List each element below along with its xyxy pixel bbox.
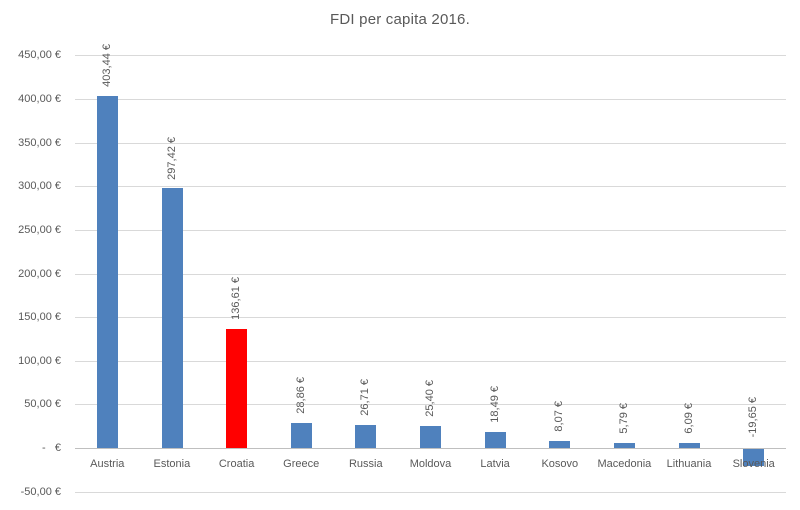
category-label-moldova: Moldova (409, 458, 452, 470)
bar-slovenia (743, 449, 765, 467)
gridline (75, 186, 786, 188)
data-label-greece: 28,86 € (294, 377, 307, 414)
y-axis-tick-label: 50,00 € (24, 398, 61, 411)
bar-macedonia (613, 442, 635, 448)
category-label-lithuania: Lithuania (666, 458, 712, 470)
gridline (75, 229, 786, 231)
bar-croatia (226, 328, 248, 448)
category-label-russia: Russia (348, 458, 383, 470)
bar-latvia (484, 431, 506, 448)
data-label-latvia: 18,49 € (488, 386, 501, 423)
bar-austria (96, 95, 118, 448)
data-label-moldova: 25,40 € (424, 380, 436, 417)
category-label-greece: Greece (283, 458, 320, 470)
bar-kosovo (549, 441, 571, 448)
category-label-croatia: Croatia (218, 458, 255, 470)
y-axis-tick-label: -50,00 € (20, 485, 61, 498)
y-axis-tick-label: 400,00 € (18, 92, 61, 105)
y-axis-tick-label: 200,00 € (18, 267, 61, 280)
gridline (75, 142, 786, 144)
y-axis-tick-label: 350,00 € (18, 136, 61, 149)
bar-russia (355, 424, 377, 448)
bar-estonia (161, 188, 183, 448)
data-label-lithuania: 6,09 € (682, 403, 695, 434)
category-label-estonia: Estonia (153, 458, 191, 470)
bar-moldova (420, 425, 441, 448)
data-label-austria: 403,44 € (100, 44, 113, 87)
y-axis-tick-label: 100,00 € (18, 354, 61, 367)
gridline (75, 317, 786, 319)
gridline (75, 98, 786, 100)
x-axis-line (75, 448, 786, 449)
gridline (75, 404, 786, 406)
gridline (75, 273, 786, 275)
data-label-estonia: 297,42 € (165, 136, 178, 180)
bar-greece (290, 422, 312, 448)
bar-lithuania (678, 442, 700, 448)
category-label-latvia: Latvia (480, 458, 510, 470)
gridline (75, 360, 786, 362)
gridline (75, 55, 786, 57)
category-label-austria: Austria (90, 458, 125, 470)
data-label-croatia: 136,61 € (230, 276, 243, 320)
y-axis-tick-label: 450,00 € (18, 49, 61, 62)
gridline (75, 491, 786, 493)
y-axis-tick-label: 150,00 € (18, 311, 61, 324)
data-label-russia: 26,71 € (359, 379, 372, 416)
category-label-kosovo: Kosovo (541, 458, 579, 470)
data-label-kosovo: 8,07 € (553, 401, 566, 432)
category-label-macedonia: Macedonia (597, 458, 652, 470)
category-label-slovenia: Slovenia (732, 458, 775, 470)
data-label-slovenia: -19,65 € (747, 396, 760, 437)
y-axis-tick-label: 300,00 € (18, 180, 61, 193)
y-axis-tick-label: 250,00 € (18, 223, 61, 236)
data-label-macedonia: 5,79 € (617, 403, 630, 434)
y-axis-tick-label: - € (42, 442, 61, 454)
chart-title: FDI per capita 2016. (330, 11, 470, 28)
